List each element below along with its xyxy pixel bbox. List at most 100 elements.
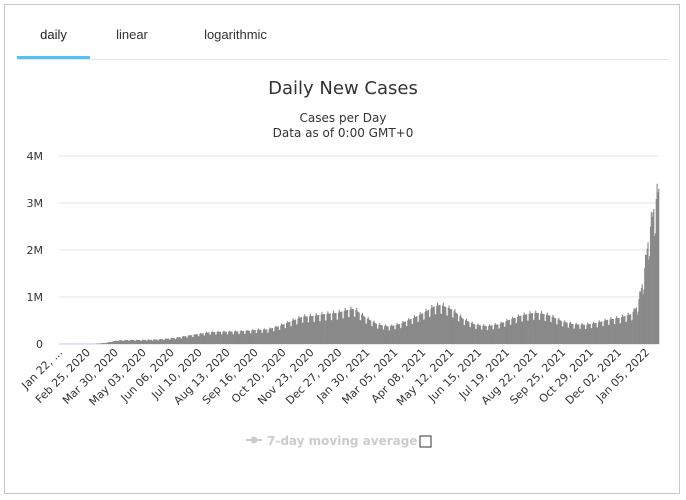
daily-bar[interactable] — [143, 339, 145, 344]
daily-bar[interactable] — [240, 330, 242, 344]
daily-bar[interactable] — [364, 317, 366, 344]
daily-bar[interactable] — [214, 334, 217, 344]
daily-bar[interactable] — [186, 337, 188, 344]
daily-bar[interactable] — [599, 321, 601, 344]
daily-bar[interactable] — [210, 332, 212, 344]
daily-bar[interactable] — [410, 318, 412, 344]
daily-bar[interactable] — [605, 320, 607, 344]
daily-bar[interactable] — [166, 338, 168, 344]
daily-bar[interactable] — [150, 339, 152, 344]
daily-bar[interactable] — [451, 317, 453, 344]
daily-bar[interactable] — [333, 313, 335, 344]
daily-bar[interactable] — [359, 319, 361, 344]
daily-bar[interactable] — [449, 308, 451, 344]
daily-bar[interactable] — [473, 323, 475, 344]
daily-bar[interactable] — [318, 314, 320, 344]
daily-bar[interactable] — [183, 336, 185, 344]
daily-bar[interactable] — [133, 340, 135, 344]
daily-bar[interactable] — [432, 307, 434, 344]
daily-bar[interactable] — [196, 334, 198, 344]
daily-bar[interactable] — [192, 336, 194, 344]
daily-bar[interactable] — [224, 331, 226, 344]
daily-bar[interactable] — [388, 330, 390, 344]
daily-bar[interactable] — [507, 320, 509, 344]
daily-bar[interactable] — [105, 343, 107, 344]
daily-bar[interactable] — [134, 340, 137, 344]
daily-bar[interactable] — [503, 326, 505, 344]
daily-bar[interactable] — [97, 343, 99, 345]
daily-bar[interactable] — [147, 339, 149, 344]
daily-bar[interactable] — [252, 330, 255, 344]
daily-bar[interactable] — [483, 324, 485, 344]
daily-bar[interactable] — [368, 319, 370, 344]
daily-bar[interactable] — [655, 198, 657, 344]
daily-bar[interactable] — [457, 321, 459, 344]
daily-bar[interactable] — [282, 324, 284, 344]
daily-bar[interactable] — [550, 322, 552, 344]
daily-bar[interactable] — [524, 314, 526, 344]
daily-bar[interactable] — [144, 339, 146, 344]
daily-bar[interactable] — [472, 323, 474, 344]
daily-bar[interactable] — [372, 321, 374, 344]
daily-bar[interactable] — [189, 335, 191, 344]
daily-bar[interactable] — [429, 316, 431, 344]
daily-bar[interactable] — [648, 259, 650, 344]
daily-bar[interactable] — [539, 319, 541, 344]
daily-bar[interactable] — [203, 335, 205, 344]
daily-bar[interactable] — [465, 320, 467, 344]
daily-bar[interactable] — [367, 317, 369, 344]
daily-bar[interactable] — [391, 325, 393, 344]
daily-bar[interactable] — [160, 339, 162, 344]
daily-bar[interactable] — [515, 323, 517, 344]
daily-bar[interactable] — [176, 337, 178, 344]
daily-bar[interactable] — [229, 331, 231, 344]
daily-bar[interactable] — [281, 324, 283, 344]
daily-bar[interactable] — [616, 318, 619, 344]
daily-bar[interactable] — [332, 313, 334, 344]
daily-bar[interactable] — [377, 328, 379, 344]
daily-bar[interactable] — [315, 313, 317, 344]
daily-bar[interactable] — [106, 342, 108, 344]
daily-bar[interactable] — [593, 323, 595, 344]
daily-bar[interactable] — [115, 340, 117, 344]
daily-bar[interactable] — [170, 338, 172, 344]
daily-bar[interactable] — [337, 312, 340, 344]
daily-bar[interactable] — [565, 322, 567, 344]
daily-bar[interactable] — [623, 316, 625, 344]
daily-bar[interactable] — [250, 333, 252, 344]
daily-bar[interactable] — [261, 332, 263, 344]
daily-bar[interactable] — [128, 340, 130, 344]
daily-bar[interactable] — [139, 340, 141, 344]
daily-bar[interactable] — [488, 325, 490, 344]
daily-bar[interactable] — [516, 323, 518, 344]
daily-bar[interactable] — [566, 322, 568, 344]
daily-bar[interactable] — [467, 321, 469, 344]
daily-bar[interactable] — [343, 310, 345, 344]
daily-bar[interactable] — [556, 324, 558, 344]
daily-bar[interactable] — [342, 318, 344, 344]
daily-bar[interactable] — [541, 313, 543, 344]
daily-bar[interactable] — [266, 329, 268, 344]
daily-bar[interactable] — [517, 314, 519, 344]
daily-bar[interactable] — [358, 312, 360, 344]
daily-bar[interactable] — [174, 339, 176, 344]
daily-bar[interactable] — [100, 343, 102, 344]
daily-bar[interactable] — [120, 340, 122, 344]
daily-bar[interactable] — [331, 320, 333, 344]
daily-bar[interactable] — [101, 343, 103, 344]
daily-bar[interactable] — [339, 312, 341, 344]
daily-bar[interactable] — [136, 339, 138, 344]
daily-bar[interactable] — [252, 329, 254, 344]
daily-bar[interactable] — [563, 321, 565, 344]
daily-bar[interactable] — [337, 319, 339, 344]
daily-bar[interactable] — [155, 339, 157, 344]
daily-bar[interactable] — [273, 331, 275, 344]
daily-bar[interactable] — [608, 324, 610, 344]
daily-bar[interactable] — [501, 322, 503, 344]
daily-bar[interactable] — [249, 333, 251, 344]
daily-bar[interactable] — [600, 321, 602, 344]
daily-bar[interactable] — [374, 322, 376, 344]
daily-bar[interactable] — [198, 336, 200, 344]
daily-bar[interactable] — [533, 319, 535, 344]
daily-bar[interactable] — [508, 319, 510, 344]
